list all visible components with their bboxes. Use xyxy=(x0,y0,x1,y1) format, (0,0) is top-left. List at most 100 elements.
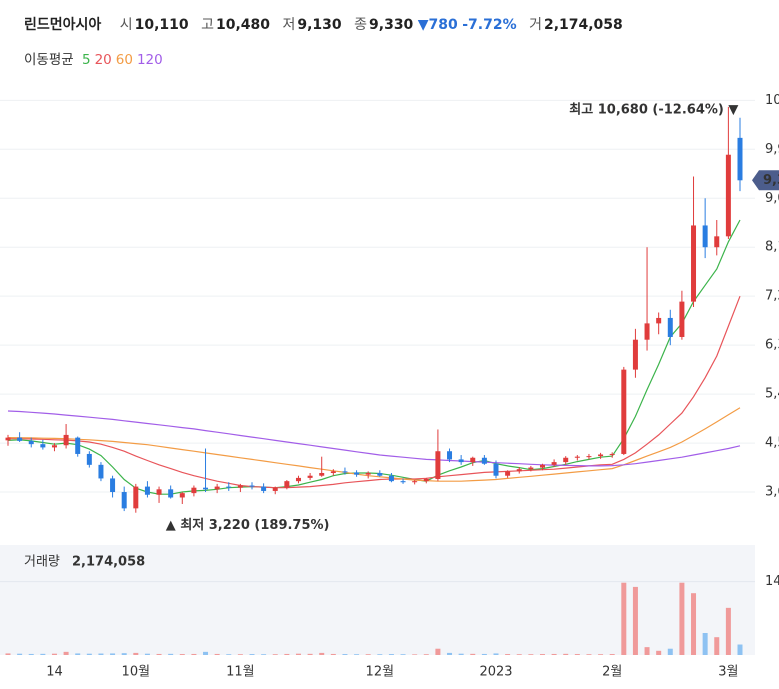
volume-bar xyxy=(295,653,301,655)
volume-bar xyxy=(365,654,371,655)
volume-bar xyxy=(598,654,604,655)
candle-body xyxy=(493,463,499,476)
candle-body xyxy=(5,437,11,441)
ma-line xyxy=(7,410,741,467)
ma-legend: 이동평균 5 20 60 120 xyxy=(24,48,167,68)
ma-line xyxy=(7,219,741,495)
candle-body xyxy=(17,437,23,441)
volume-panel xyxy=(0,545,755,655)
volume-bar xyxy=(75,653,81,655)
y-tick-label: 8,100 xyxy=(765,240,779,255)
y-tick-label: 6,300 xyxy=(765,338,779,353)
y-tick-label: 7,200 xyxy=(765,289,779,304)
open-value: 10,110 xyxy=(134,17,189,33)
candle-body xyxy=(179,493,185,498)
volume-bar xyxy=(237,654,243,655)
candle-body xyxy=(458,459,464,463)
x-tick-label: 12월 xyxy=(366,665,395,680)
volume-tick-label: 140만 xyxy=(765,574,779,589)
volume-bar xyxy=(40,653,46,655)
volume-title: 거래량 xyxy=(24,555,60,570)
volume-bar xyxy=(528,654,534,655)
candle-body xyxy=(98,464,104,479)
change: ▼780 xyxy=(417,17,458,33)
candle-body xyxy=(191,487,197,494)
volume-bar xyxy=(203,651,209,655)
candle-body xyxy=(609,453,615,455)
candle-body xyxy=(621,369,627,454)
x-tick-label: 2월 xyxy=(602,665,622,680)
candle-body xyxy=(505,471,511,476)
legend-entry: 120 xyxy=(136,52,163,68)
volume-label: 거 xyxy=(529,17,542,33)
candle-body xyxy=(632,339,638,370)
y-tick-label: 9,000 xyxy=(765,191,779,206)
close-value: 9,330 xyxy=(369,17,414,33)
current-price-tag xyxy=(752,170,779,191)
candle-body xyxy=(307,475,313,478)
candle-body xyxy=(412,481,418,483)
volume-bar xyxy=(98,653,104,655)
volume-bar xyxy=(226,654,232,655)
candle-body xyxy=(679,301,685,337)
candle-body xyxy=(574,456,580,458)
candle-body xyxy=(237,485,243,488)
candle-body xyxy=(528,467,534,470)
candle-body xyxy=(714,236,720,248)
ma-legend-title: 이동평균 xyxy=(24,52,74,68)
volume-bar xyxy=(191,653,197,655)
volume-bar xyxy=(574,654,580,655)
volume-bar xyxy=(144,653,150,655)
candle-body xyxy=(284,481,290,488)
candle-body xyxy=(272,487,278,491)
volume-bar xyxy=(679,582,685,655)
high-value: 10,480 xyxy=(216,17,271,33)
volume-bar xyxy=(702,633,708,655)
volume-bar xyxy=(458,653,464,655)
candle-body xyxy=(214,486,220,490)
legend-entry: 60 xyxy=(115,52,133,68)
candle-body xyxy=(75,437,81,454)
current-price-label: 9,330 xyxy=(763,173,779,188)
candle-body xyxy=(423,478,429,482)
candle-body xyxy=(388,475,394,482)
volume-bar xyxy=(133,652,139,655)
candle-body xyxy=(249,485,255,487)
volume-bar xyxy=(737,644,743,655)
candle-body xyxy=(40,444,46,448)
legend-entry: 20 xyxy=(94,52,112,68)
candle-body xyxy=(737,137,743,181)
volume-bar xyxy=(86,653,92,655)
candle-body xyxy=(330,471,336,473)
volume-bar xyxy=(51,653,57,655)
volume-bar xyxy=(377,654,383,655)
candle-body xyxy=(656,317,662,324)
candle-body xyxy=(144,486,150,495)
ma-line xyxy=(8,295,741,489)
candle-body xyxy=(354,472,360,475)
volume-bar xyxy=(261,654,267,655)
open-label: 시 xyxy=(119,17,133,33)
candle-body xyxy=(470,457,476,463)
y-tick-label: 5,400 xyxy=(765,387,779,402)
y-tick-label: 9,900 xyxy=(765,142,779,157)
volume-bar xyxy=(354,654,360,655)
volume-latest: 2,174,058 xyxy=(72,555,145,570)
candle-body xyxy=(481,457,487,464)
candle-body xyxy=(203,487,209,490)
volume-bar xyxy=(470,653,476,655)
low-annotation: ▲ 최저 3,220 (189.75%) xyxy=(166,518,330,533)
volume-bar xyxy=(725,607,731,655)
volume-bar xyxy=(586,654,592,655)
volume-bar xyxy=(609,654,615,655)
volume-bar xyxy=(551,653,557,655)
candle-body xyxy=(110,478,116,493)
volume-bar xyxy=(307,653,313,655)
volume-bar xyxy=(539,654,545,655)
candle-body xyxy=(702,225,708,248)
candle-body xyxy=(156,489,162,495)
volume-bar xyxy=(110,653,116,655)
candle-body xyxy=(226,486,232,488)
